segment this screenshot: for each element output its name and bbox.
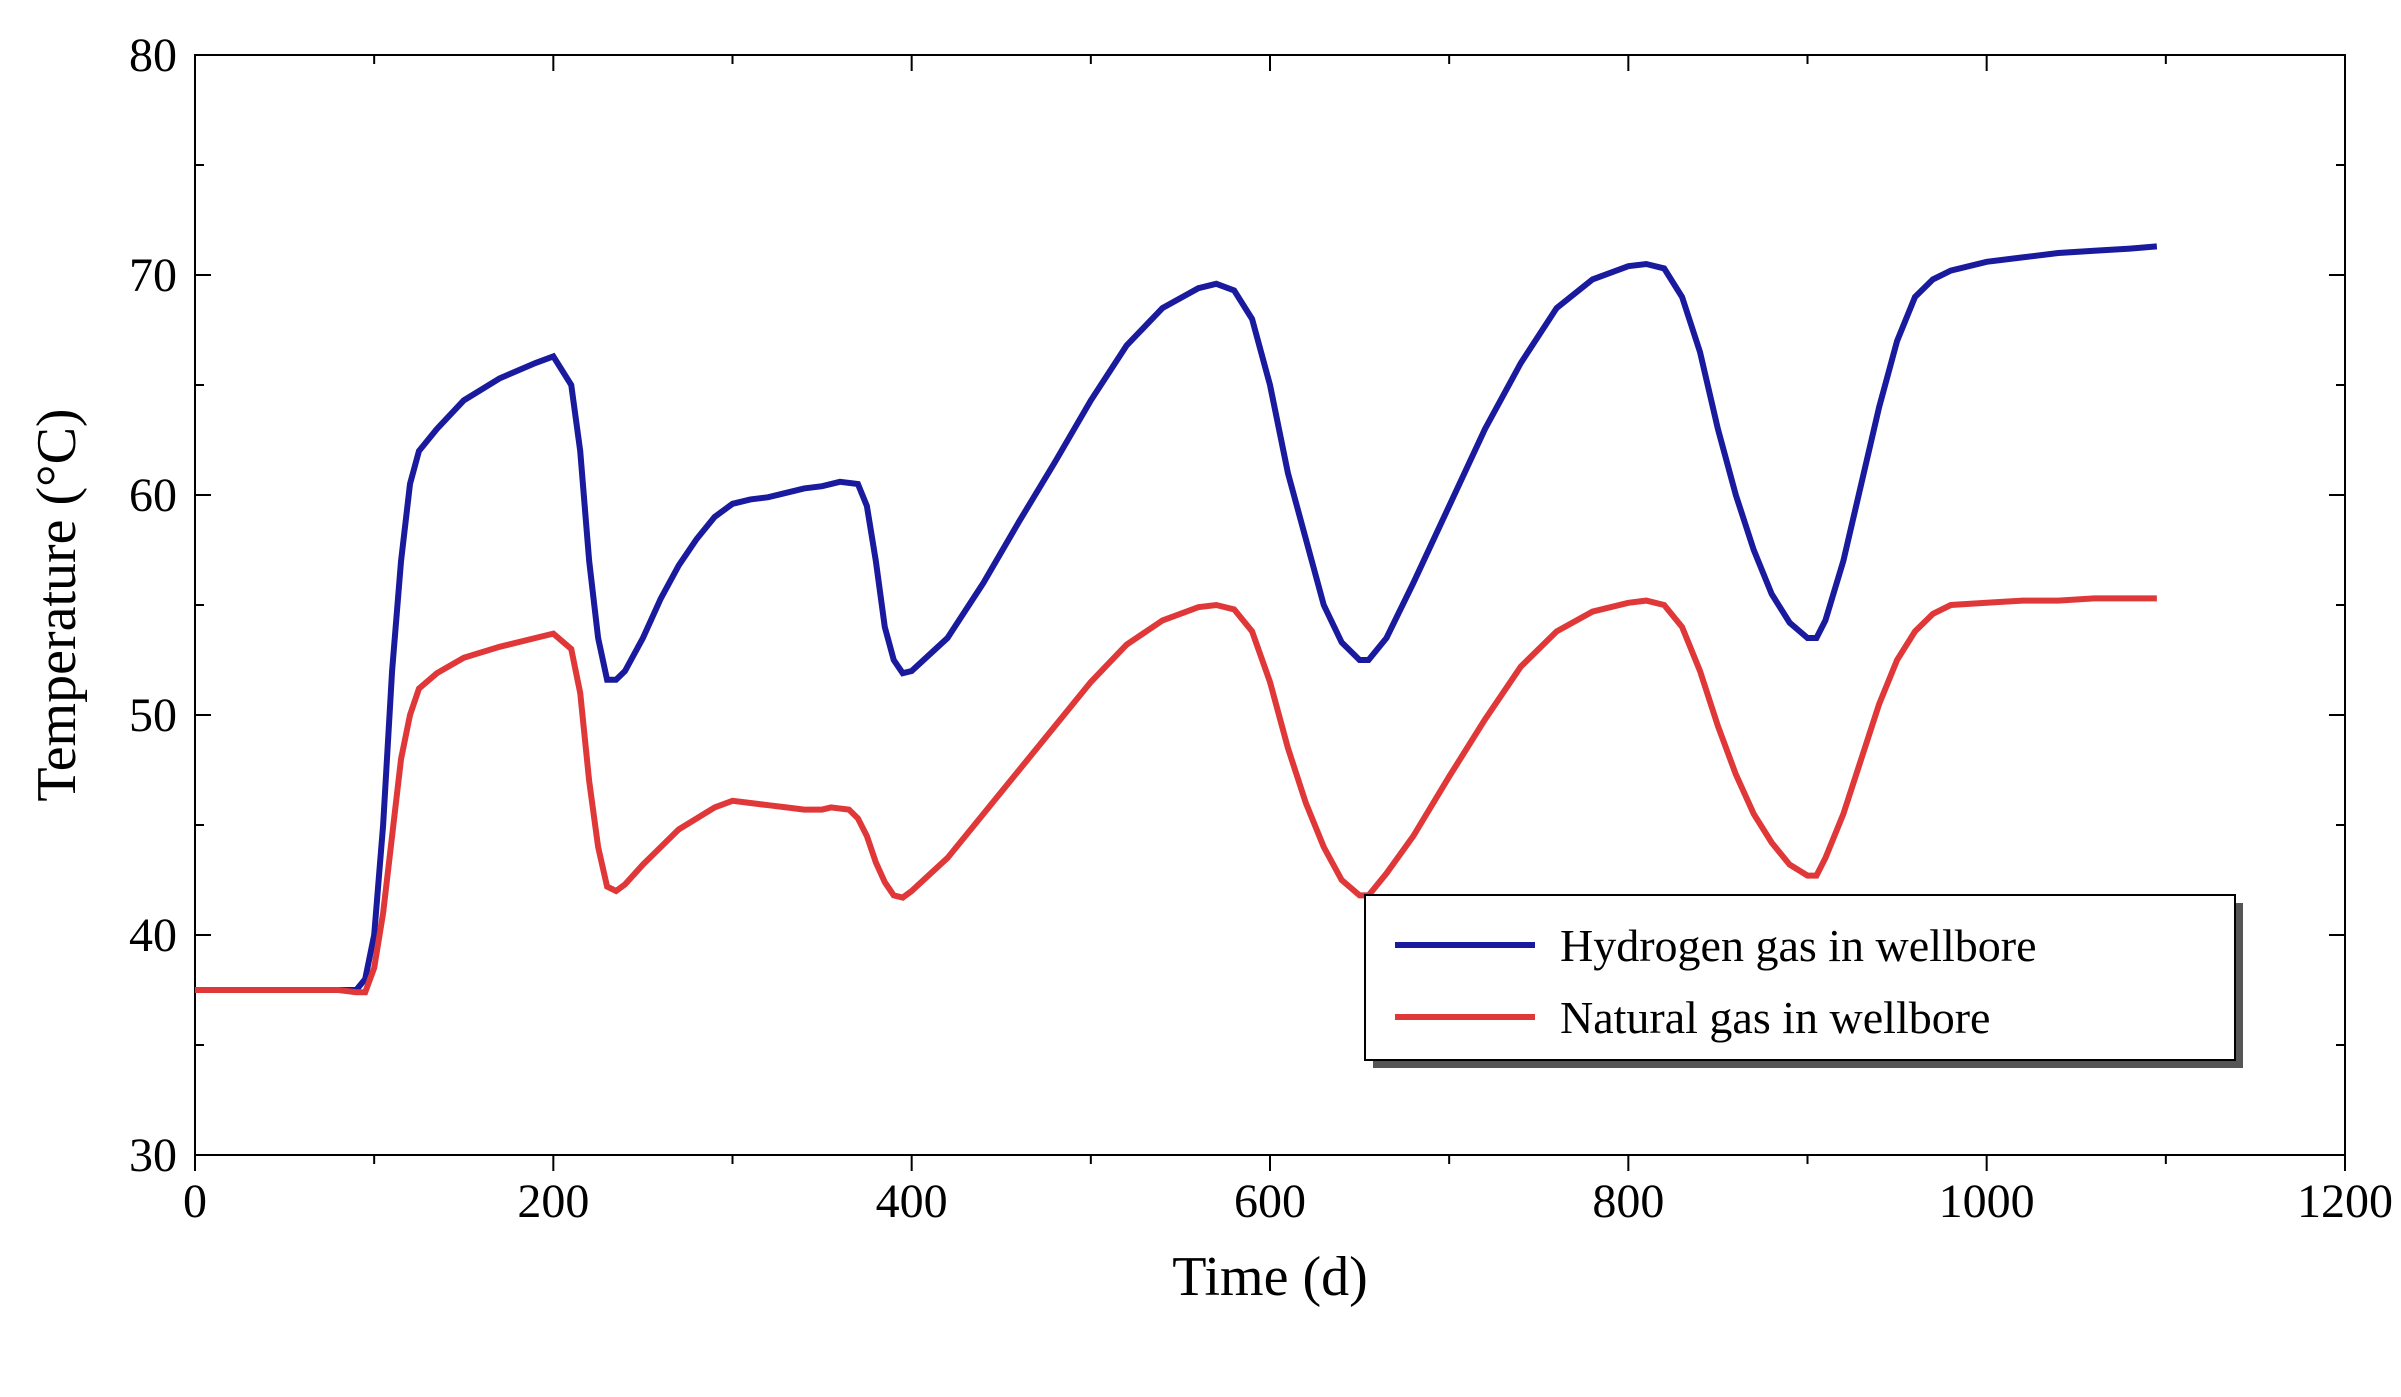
- y-tick-label: 30: [129, 1129, 177, 1182]
- legend-label-1: Natural gas in wellbore: [1560, 992, 1990, 1043]
- y-tick-label: 60: [129, 469, 177, 522]
- y-tick-label: 70: [129, 249, 177, 302]
- x-axis-label: Time (d): [1172, 1246, 1368, 1308]
- x-tick-label: 400: [876, 1175, 948, 1228]
- x-tick-label: 600: [1234, 1175, 1306, 1228]
- line-chart: 0 200 400 600 800 1000 1200 30 40 50 60 70 80 Time (d…: [20, 20, 2401, 1377]
- y-axis-label: Temperature (°C): [26, 408, 88, 801]
- x-tick-label: 1200: [2297, 1175, 2393, 1228]
- x-tick-label: 800: [1592, 1175, 1664, 1228]
- y-tick-label: 50: [129, 689, 177, 742]
- x-tick-label: 200: [517, 1175, 589, 1228]
- chart-container: 0 200 400 600 800 1000 1200 30 40 50 60 70 80 Time (d…: [20, 20, 2401, 1377]
- x-tick-label: 0: [183, 1175, 207, 1228]
- y-tick-label: 40: [129, 909, 177, 962]
- legend-label-0: Hydrogen gas in wellbore: [1560, 920, 2037, 971]
- x-tick-label: 1000: [1939, 1175, 2035, 1228]
- y-tick-label: 80: [129, 29, 177, 82]
